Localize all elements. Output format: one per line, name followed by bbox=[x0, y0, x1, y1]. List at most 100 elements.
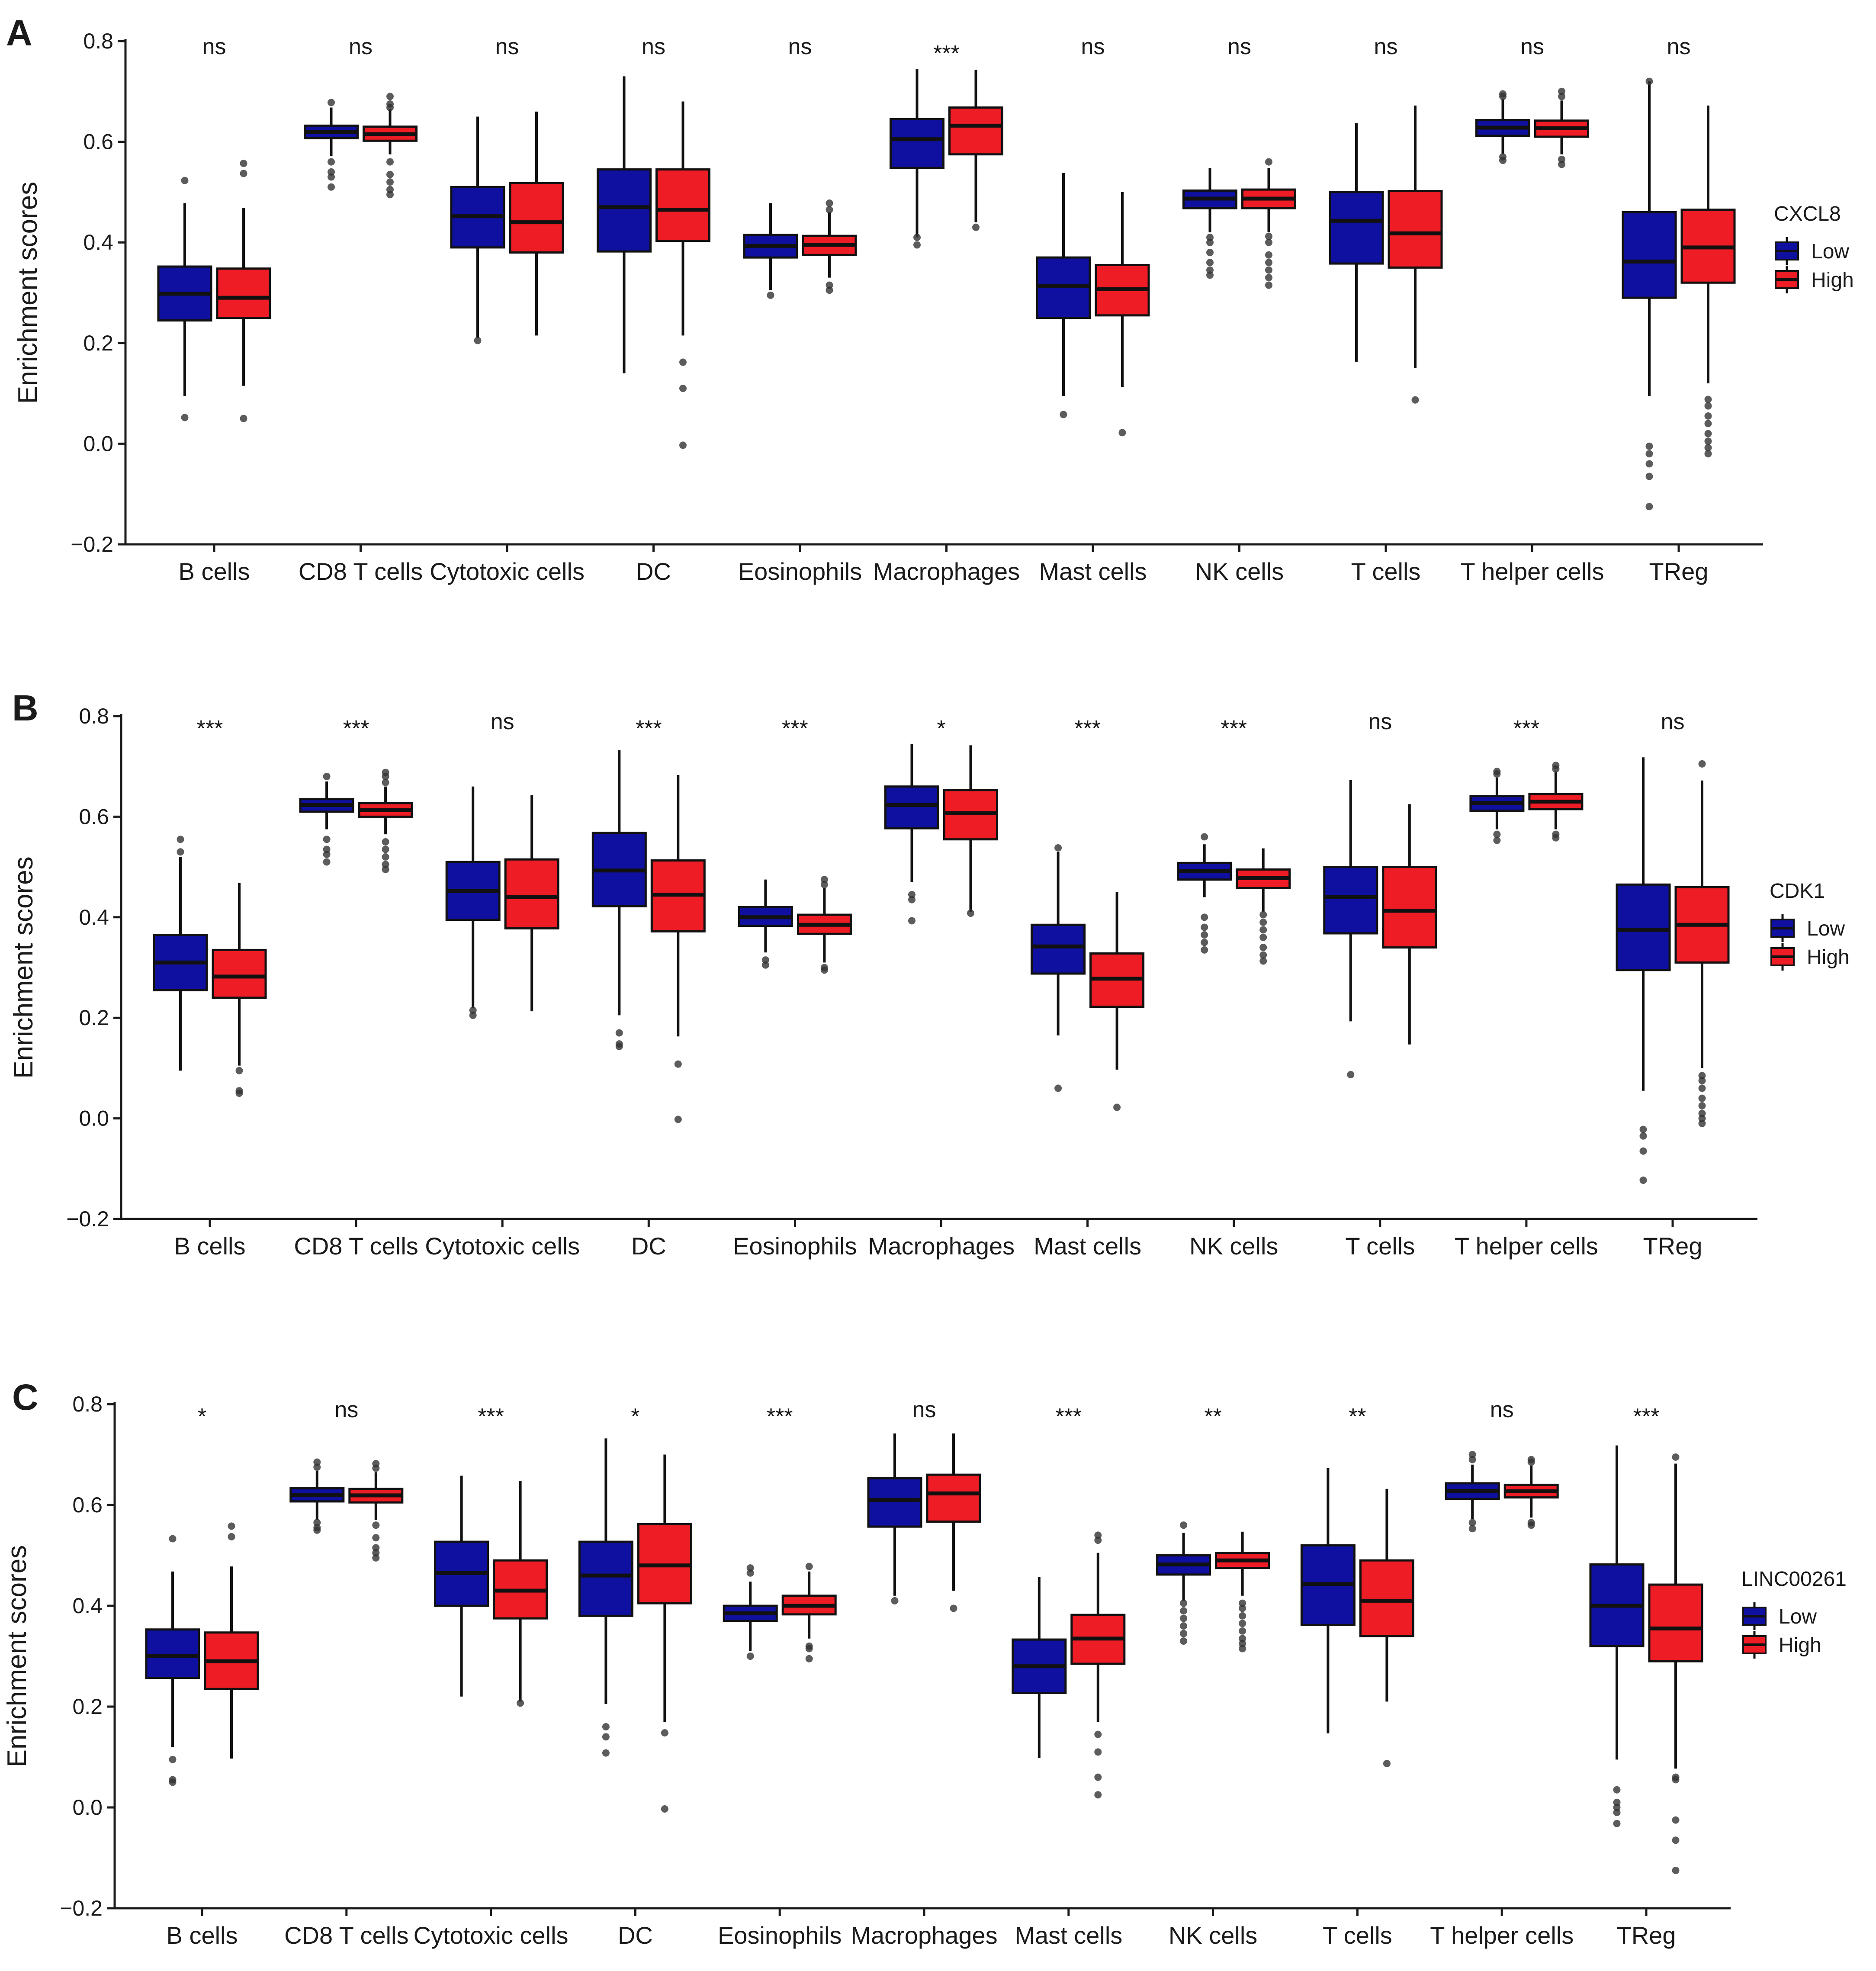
outlier-point bbox=[674, 1060, 682, 1068]
box-body bbox=[212, 949, 267, 999]
panel-b-significance-label: *** bbox=[343, 716, 369, 741]
outlier-point bbox=[1558, 155, 1565, 163]
outlier-point bbox=[913, 241, 921, 249]
outlier-point bbox=[1613, 1798, 1621, 1806]
outlier-point bbox=[1698, 1084, 1706, 1092]
panel-b-box-high bbox=[212, 883, 267, 1097]
panel-a-yticks: −0.2 0.0 0.2 0.4 0.6 0.8 bbox=[71, 29, 113, 556]
panel-b-ytick-label: 0.2 bbox=[79, 1006, 109, 1030]
outlier-point bbox=[679, 384, 687, 392]
panel-c-category-label: CD8 T cells bbox=[284, 1922, 408, 1949]
outlier-point bbox=[1639, 1177, 1647, 1184]
outlier-point bbox=[1383, 1760, 1391, 1768]
panel-a-legend-label-low: Low bbox=[1811, 240, 1849, 263]
outlier-point bbox=[323, 858, 331, 866]
outlier-point bbox=[1239, 1604, 1246, 1612]
outlier-point bbox=[1060, 411, 1067, 418]
outlier-point bbox=[1259, 911, 1267, 919]
panel-c-box-low bbox=[1300, 1468, 1356, 1733]
outlier-point bbox=[240, 415, 247, 422]
outlier-point bbox=[1118, 429, 1126, 437]
panel-c-box-high bbox=[493, 1481, 548, 1707]
panel-b-significance: *** *** ns *** *** * *** *** ns *** ns bbox=[197, 709, 1685, 741]
panel-a-box-high bbox=[363, 93, 418, 199]
panel-b-significance-label: *** bbox=[1513, 716, 1540, 741]
panel-a-box-high bbox=[1534, 87, 1589, 168]
outlier-point bbox=[1094, 1773, 1102, 1781]
outlier-point bbox=[950, 1604, 957, 1612]
panel-c-yticks: −0.2 0.0 0.2 0.4 0.6 0.8 bbox=[60, 1392, 103, 1920]
outlier-point bbox=[1552, 762, 1560, 769]
panel-b-box-low bbox=[153, 836, 208, 1071]
panel-a-box-high bbox=[1388, 105, 1443, 404]
panel-c-legend: LINC00261 Low High bbox=[1741, 1568, 1847, 1657]
outlier-point bbox=[1704, 412, 1712, 420]
outlier-point bbox=[1094, 1791, 1102, 1799]
panel-c-box-low bbox=[434, 1476, 489, 1697]
panel-b-box-high bbox=[943, 745, 998, 917]
outlier-point bbox=[1411, 396, 1419, 404]
outlier-point bbox=[826, 281, 833, 289]
outlier-point bbox=[1259, 933, 1267, 941]
outlier-point bbox=[805, 1563, 813, 1570]
outlier-point bbox=[386, 170, 394, 178]
outlier-point bbox=[679, 441, 687, 449]
outlier-point bbox=[908, 891, 916, 899]
box-body bbox=[655, 168, 710, 242]
panel-c-box-low bbox=[1156, 1521, 1211, 1645]
panel-c-category-label: T helper cells bbox=[1430, 1922, 1574, 1949]
outlier-point bbox=[602, 1749, 610, 1757]
outlier-point bbox=[1698, 1109, 1706, 1117]
outlier-point bbox=[1265, 232, 1272, 240]
outlier-point bbox=[1206, 234, 1214, 241]
panel-b-box-high bbox=[650, 775, 706, 1123]
panel-a-ytick-label: −0.2 bbox=[71, 532, 113, 556]
outlier-point bbox=[1704, 395, 1712, 403]
panel-b-ytick-label: 0.6 bbox=[79, 804, 109, 829]
panel-c-ytick-label: 0.4 bbox=[72, 1594, 103, 1618]
panel-a-ytick-label: 0.6 bbox=[83, 130, 113, 154]
outlier-point bbox=[181, 177, 189, 184]
outlier-point bbox=[972, 223, 980, 231]
panel-c: C −0.2 0.0 0.2 0.4 0.6 0.8 Enrichment sc… bbox=[2, 1377, 1847, 1949]
outlier-point bbox=[323, 836, 331, 843]
panel-a-category-label: T helper cells bbox=[1460, 558, 1604, 585]
panel-b-legend-label-high: High bbox=[1807, 946, 1850, 969]
panel-a-ytick-label: 0.2 bbox=[83, 331, 113, 355]
panel-b-box-low bbox=[884, 743, 939, 925]
outlier-point bbox=[382, 846, 389, 853]
outlier-point bbox=[1201, 939, 1208, 946]
outlier-point bbox=[1201, 931, 1208, 939]
panel-c-significance-label: * bbox=[198, 1404, 206, 1429]
outlier-point bbox=[328, 99, 335, 106]
outlier-point bbox=[746, 1564, 754, 1572]
outlier-point bbox=[1201, 833, 1208, 841]
panel-a-category-label: DC bbox=[636, 558, 671, 585]
panel-a-box-low bbox=[304, 99, 359, 191]
outlier-point bbox=[1704, 437, 1712, 445]
outlier-point bbox=[517, 1699, 524, 1707]
panel-c-box-high bbox=[1215, 1531, 1270, 1653]
outlier-point bbox=[820, 881, 828, 888]
outlier-point bbox=[1347, 1071, 1355, 1079]
panel-a-significance-label: ns bbox=[788, 34, 812, 59]
box-body bbox=[926, 1473, 981, 1523]
panel-a-box-low bbox=[1329, 123, 1384, 362]
outlier-point bbox=[1698, 1094, 1706, 1102]
panel-b-category-label: TReg bbox=[1643, 1232, 1703, 1260]
panel-b-significance-label: *** bbox=[197, 716, 223, 741]
panel-b-significance-label: * bbox=[937, 716, 945, 741]
outlier-point bbox=[674, 1116, 682, 1123]
panel-a-box-high bbox=[655, 101, 710, 449]
outlier-point bbox=[1259, 944, 1267, 952]
panel-c-significance: * ns *** * *** ns *** ** ** ns *** bbox=[198, 1397, 1659, 1429]
outlier-point bbox=[1094, 1730, 1102, 1738]
outlier-point bbox=[1094, 1748, 1102, 1756]
outlier-point bbox=[1180, 1637, 1188, 1645]
panel-c-box-low bbox=[1589, 1445, 1645, 1827]
outlier-point bbox=[1645, 442, 1653, 450]
outlier-point bbox=[313, 1519, 321, 1527]
panel-b-categories: B cells CD8 T cells Cytotoxic cells DC E… bbox=[174, 1232, 1703, 1260]
panel-b: B −0.2 0.0 0.2 0.4 0.6 0.8 Enrichment sc… bbox=[9, 688, 1850, 1260]
outlier-point bbox=[1698, 1115, 1706, 1122]
